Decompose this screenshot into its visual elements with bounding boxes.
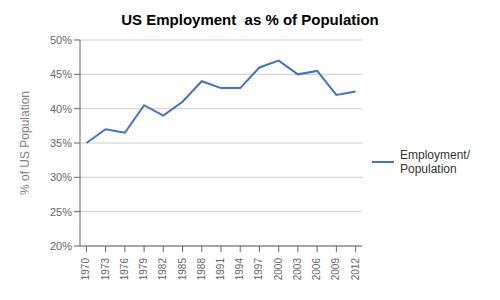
- html-text:Employment/: Employment/: [400, 148, 470, 162]
- svg-text:1985: 1985: [177, 258, 188, 281]
- svg-text:2009: 2009: [330, 258, 341, 281]
- svg-text:1997: 1997: [253, 258, 264, 281]
- svg-text:% of US Population: % of US Population: [18, 91, 32, 195]
- svg-text:45%: 45%: [50, 68, 72, 80]
- svg-text:40%: 40%: [50, 103, 72, 115]
- svg-text:30%: 30%: [50, 171, 72, 183]
- html-text:US Employment as % of Populati: US Employment as % of Population: [121, 11, 379, 28]
- svg-text:2006: 2006: [311, 258, 322, 281]
- html-text:Population: Population: [400, 162, 457, 176]
- svg-text:2012: 2012: [350, 258, 361, 281]
- svg-text:1976: 1976: [119, 258, 130, 281]
- svg-text:35%: 35%: [50, 137, 72, 149]
- svg-text:25%: 25%: [50, 206, 72, 218]
- svg-text:1979: 1979: [138, 258, 149, 281]
- svg-text:2000: 2000: [273, 258, 284, 281]
- svg-text:1970: 1970: [80, 258, 91, 281]
- svg-text:1994: 1994: [234, 258, 245, 281]
- svg-text:1973: 1973: [100, 258, 111, 281]
- svg-text:50%: 50%: [50, 34, 72, 46]
- svg-text:1982: 1982: [157, 258, 168, 281]
- svg-text:1991: 1991: [215, 258, 226, 281]
- svg-text:2003: 2003: [292, 258, 303, 281]
- svg-text:1988: 1988: [196, 258, 207, 281]
- svg-text:20%: 20%: [50, 240, 72, 252]
